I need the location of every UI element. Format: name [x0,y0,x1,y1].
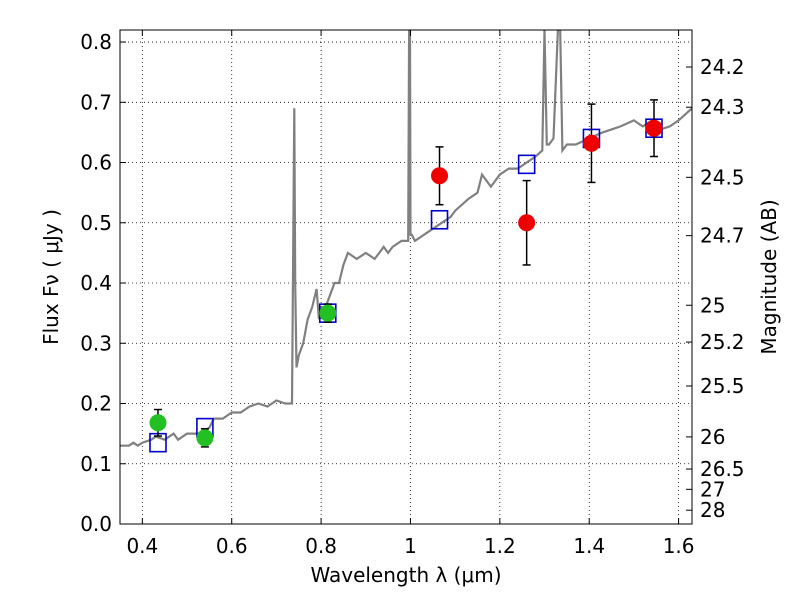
data-point-marker [319,304,337,322]
y-axis-right-label: Magnitude (AB) [757,199,781,354]
x-axis-label: Wavelength λ (μm) [310,563,501,587]
y-tick-label: 0.6 [80,151,112,175]
model-square-marker [517,154,536,175]
data-point-marker [582,134,600,152]
x-tick-label: 1.2 [484,534,516,558]
y-tick-label: 0.1 [80,452,112,476]
right-tick-label: 26 [700,425,725,449]
grid-lines [120,30,692,525]
right-tick-label: 24.2 [700,55,745,79]
plot-frame [119,29,693,525]
data-point-marker [431,167,449,185]
axis-ticks: 0.4 0.6 0.8 1 1.2 1.4 1.6 0.0 0.1 0.2 0.3 0.4 0.5 0.6… [80,30,745,558]
right-tick-label: 24.5 [700,165,745,189]
y-tick-label: 0.8 [80,30,112,54]
model-square-marker [430,209,449,230]
y-tick-label: 0.0 [80,512,112,536]
data-point-marker [149,414,167,432]
y-axis-label: Flux Fν ( μJy ) [39,209,63,345]
x-tick-label: 0.4 [126,534,158,558]
right-tick-label: 25.2 [700,330,745,354]
right-tick-label: 28 [700,498,725,522]
x-tick-label: 0.8 [305,534,337,558]
y-tick-label: 0.3 [80,331,112,355]
model-spectrum-line [120,30,692,448]
x-tick-label: 1.6 [663,534,695,558]
plot-area [120,30,692,453]
y-tick-label: 0.5 [80,211,112,235]
right-tick-label: 25 [700,293,725,317]
data-markers [149,99,663,453]
right-tick-label: 25.5 [700,374,745,398]
data-point-marker [518,214,536,232]
y-tick-label: 0.7 [80,90,112,114]
x-tick-label: 1.4 [573,534,605,558]
y-tick-label: 0.4 [80,271,112,295]
right-tick-label: 27 [700,477,725,501]
x-tick-label: 1 [404,534,417,558]
data-point-marker [196,429,214,447]
y-tick-label: 0.2 [80,392,112,416]
right-tick-label: 26.5 [700,457,745,481]
data-point-marker [645,119,663,137]
right-tick-label: 24.3 [700,95,745,119]
x-tick-label: 0.6 [216,534,248,558]
right-tick-label: 24.7 [700,224,745,248]
